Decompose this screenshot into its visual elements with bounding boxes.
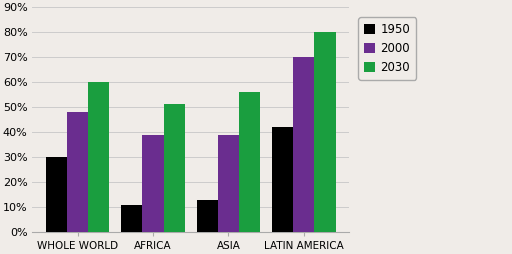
Bar	[218, 135, 239, 232]
Bar	[88, 82, 109, 232]
Legend: 1950, 2000, 2030: 1950, 2000, 2030	[358, 17, 416, 80]
Bar	[293, 57, 314, 232]
Bar	[164, 104, 185, 232]
Bar	[239, 92, 260, 232]
Bar	[142, 135, 164, 232]
Bar	[121, 205, 142, 232]
Bar	[272, 127, 293, 232]
Bar	[67, 112, 88, 232]
Bar	[314, 32, 335, 232]
Bar	[46, 157, 67, 232]
Bar	[197, 200, 218, 232]
